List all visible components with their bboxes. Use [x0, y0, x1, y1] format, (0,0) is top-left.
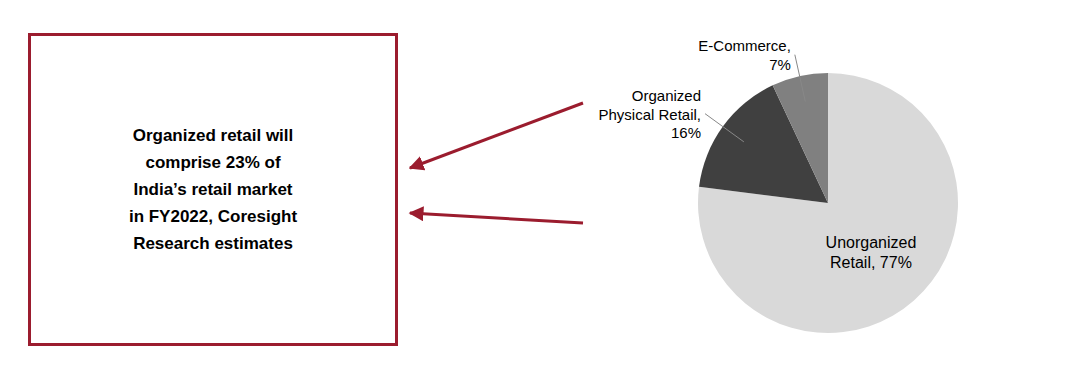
svg-text:E-Commerce,7%: E-Commerce,7% [698, 37, 791, 73]
svg-text:OrganizedPhysical Retail,16%: OrganizedPhysical Retail,16% [598, 86, 701, 141]
html-text:Organized retail will comprise: Organized retail will comprise 23% of In… [128, 125, 298, 254]
svg-text:UnorganizedRetail, 77%: UnorganizedRetail, 77% [826, 233, 917, 270]
